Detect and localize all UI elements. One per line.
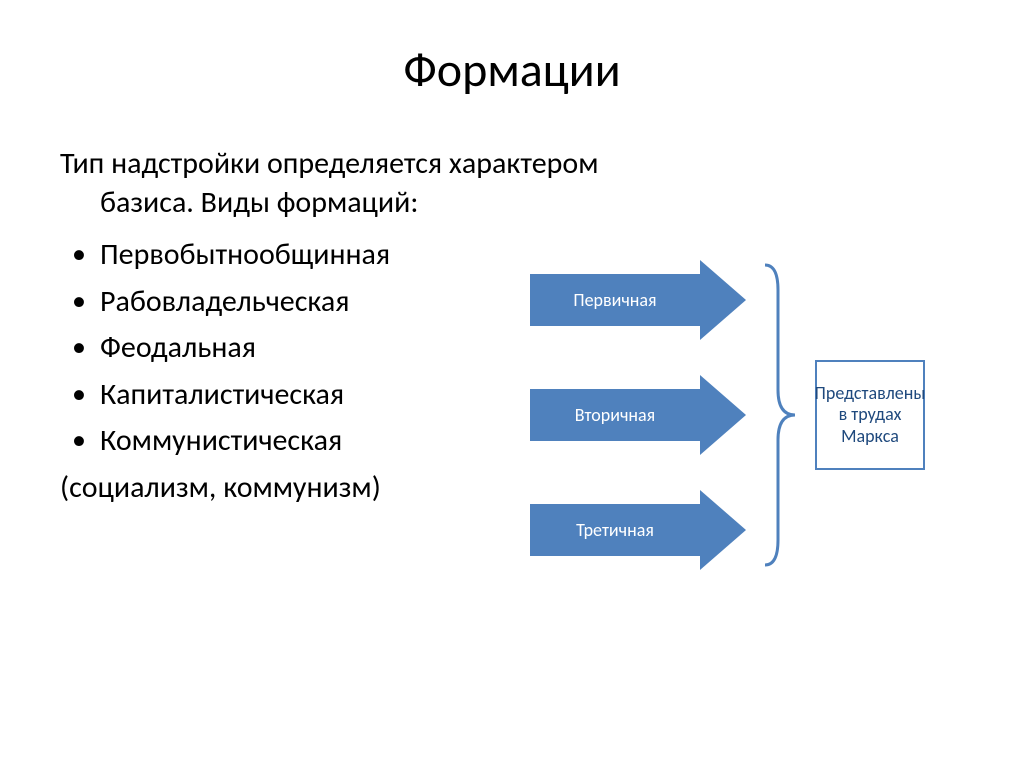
brace-svg (760, 260, 800, 570)
arrow-tertiary: Третичная (530, 490, 750, 570)
page-title: Формации (60, 40, 964, 99)
arrow-label: Третичная (530, 504, 700, 556)
arrow-primary: Первичная (530, 260, 750, 340)
info-box: Представлены в трудах Маркса (815, 360, 925, 470)
intro-line-1: Тип надстройки определяется характером (60, 145, 599, 182)
arrow-secondary: Вторичная (530, 375, 750, 455)
brace-icon (760, 260, 800, 570)
diagram: Первичная Вторичная Третичная Представле… (530, 260, 1000, 620)
arrow-head-icon (700, 490, 746, 570)
arrow-head-icon (700, 375, 746, 455)
intro-line-2: базиса. Виды формаций: (60, 183, 964, 222)
arrow-head-icon (700, 260, 746, 340)
intro-text: Тип надстройки определяется характером б… (60, 144, 964, 222)
arrow-label: Вторичная (530, 389, 700, 441)
arrow-label: Первичная (530, 274, 700, 326)
